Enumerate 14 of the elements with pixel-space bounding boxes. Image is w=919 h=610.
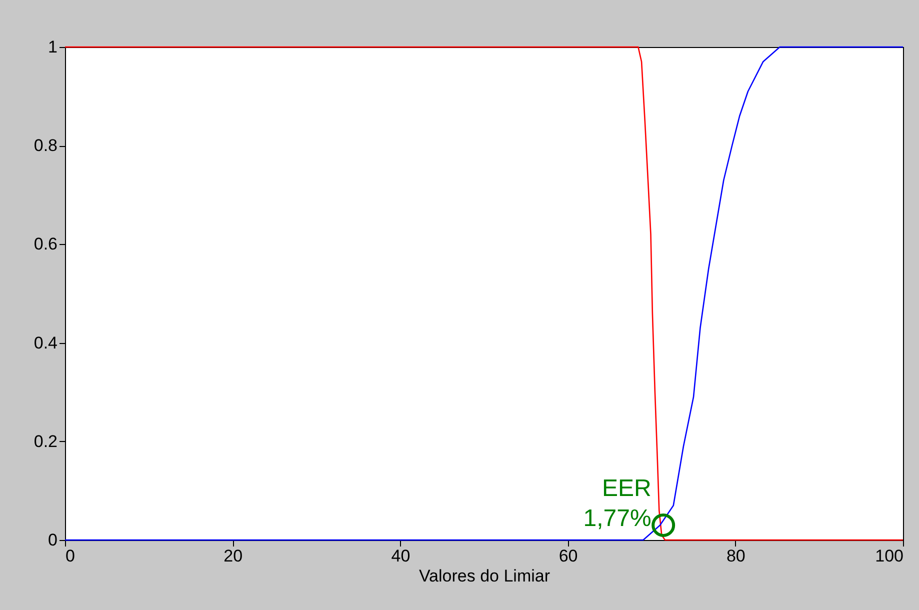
y-tick-label: 0.8 <box>34 136 58 156</box>
x-axis-title: Valores do Limiar <box>418 566 550 586</box>
x-tick-label: 60 <box>558 546 578 566</box>
y-tick-label: 0.4 <box>34 333 58 352</box>
x-tick-label: 100 <box>875 546 904 566</box>
y-tick-label: 0.2 <box>34 432 58 451</box>
y-tick-label: 1 <box>48 38 58 56</box>
x-tick-label: 0 <box>66 546 75 566</box>
x-tick-label: 80 <box>726 546 746 566</box>
x-tick-label: 20 <box>224 546 243 566</box>
y-tick-label: 0.6 <box>34 234 58 254</box>
y-tick-label: 0 <box>48 530 58 550</box>
annotation: EER 1,77% <box>583 475 652 532</box>
x-tick-label: 40 <box>391 546 410 566</box>
